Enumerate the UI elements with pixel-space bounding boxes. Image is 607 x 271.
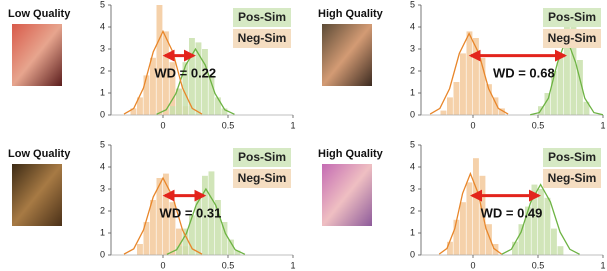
panel: High Quality 0 1 2 3 4 5 0 0.5 1 WD = 0.49 Pos-Sim N… (318, 139, 606, 270)
hist-bar (519, 224, 525, 255)
hist-bar (454, 82, 460, 115)
x-tick-label: 1 (290, 260, 295, 270)
hist-bar (545, 198, 551, 255)
y-tick-label: 0 (100, 249, 105, 259)
y-tick-label: 4 (410, 161, 415, 171)
y-tick-label: 2 (410, 65, 415, 75)
hist-bar (157, 5, 163, 115)
hist-bar (551, 229, 557, 255)
hist-bar (558, 246, 564, 255)
y-tick-label: 3 (410, 43, 415, 53)
hist-bar (170, 106, 176, 115)
legend-label: Neg-Sim (548, 31, 597, 45)
y-tick-label: 0 (410, 109, 415, 119)
hist-bar (215, 97, 221, 115)
x-tick-label: 0 (470, 120, 475, 130)
x-tick-label: 1 (600, 260, 605, 270)
hist-bar (538, 189, 544, 255)
y-tick-label: 5 (410, 0, 415, 9)
hist-bar (222, 222, 228, 255)
wd-label: WD = 0.49 (481, 206, 543, 221)
panel-label: Low Quality (8, 8, 71, 20)
y-tick-label: 3 (410, 183, 415, 193)
y-tick-label: 5 (410, 139, 415, 149)
y-tick-label: 1 (410, 227, 415, 237)
hist-bar (447, 242, 453, 255)
hist-bar (460, 53, 466, 115)
hist-bar (144, 75, 150, 115)
wd-label: WD = 0.68 (493, 66, 555, 81)
hist-bar (454, 220, 460, 255)
panel: High Quality 0 1 2 3 4 5 0 0.5 1 WD = 0.68 Pos-Sim N… (318, 0, 606, 130)
x-tick-label: 0.5 (532, 260, 545, 270)
y-tick-label: 0 (410, 249, 415, 259)
hist-bar (441, 111, 447, 115)
legend-label: Pos-Sim (238, 10, 286, 24)
y-tick-label: 1 (100, 87, 105, 97)
y-tick-label: 5 (100, 139, 105, 149)
y-tick-label: 2 (100, 65, 105, 75)
y-tick-label: 0 (100, 109, 105, 119)
face-image (322, 24, 372, 86)
legend-label: Neg-Sim (238, 31, 287, 45)
x-tick-label: 0.5 (532, 120, 545, 130)
x-tick-label: 1 (290, 120, 295, 130)
y-tick-label: 1 (100, 227, 105, 237)
panel: Low Quality 0 1 2 3 4 5 0 0.5 1 WD = 0.22 Pos-Sim Ne… (8, 0, 296, 130)
y-tick-label: 4 (100, 161, 105, 171)
y-tick-label: 2 (100, 205, 105, 215)
x-tick-label: 0 (470, 260, 475, 270)
x-tick-label: 0.5 (222, 120, 235, 130)
legend-label: Neg-Sim (238, 171, 287, 185)
legend-label: Pos-Sim (548, 150, 596, 164)
legend-label: Pos-Sim (238, 150, 286, 164)
hist-bar (202, 49, 208, 115)
y-tick-label: 5 (100, 0, 105, 9)
x-tick-label: 0.5 (222, 260, 235, 270)
face-image (322, 164, 372, 226)
hist-bar (473, 158, 479, 255)
wd-label: WD = 0.31 (160, 206, 222, 221)
x-tick-label: 0 (160, 120, 165, 130)
y-tick-label: 3 (100, 43, 105, 53)
hist-bar (467, 182, 473, 255)
panel-label: High Quality (318, 8, 384, 20)
face-image (12, 24, 62, 86)
hist-bar (447, 97, 453, 115)
hist-bar (176, 246, 182, 255)
y-tick-label: 3 (100, 183, 105, 193)
hist-bar (460, 202, 466, 255)
y-tick-label: 4 (410, 21, 415, 31)
legend-label: Neg-Sim (548, 171, 597, 185)
wd-label: WD = 0.22 (154, 66, 216, 81)
hist-bar (467, 31, 473, 115)
legend-label: Pos-Sim (548, 10, 596, 24)
hist-bar (137, 244, 143, 255)
figure: Low Quality 0 1 2 3 4 5 0 0.5 1 WD = 0.22 Pos-Sim Ne… (0, 0, 607, 271)
panel-label: High Quality (318, 148, 384, 160)
x-tick-label: 0 (160, 260, 165, 270)
x-tick-label: 1 (600, 120, 605, 130)
face-image (12, 164, 62, 226)
panel-label: Low Quality (8, 148, 71, 160)
hist-bar (558, 53, 564, 115)
panel: Low Quality 0 1 2 3 4 5 0 0.5 1 WD = 0.31 Pos-Sim Ne… (8, 139, 296, 270)
hist-bar (150, 200, 156, 255)
y-tick-label: 2 (410, 205, 415, 215)
hist-bar (473, 38, 479, 115)
y-tick-label: 1 (410, 87, 415, 97)
y-tick-label: 4 (100, 21, 105, 31)
